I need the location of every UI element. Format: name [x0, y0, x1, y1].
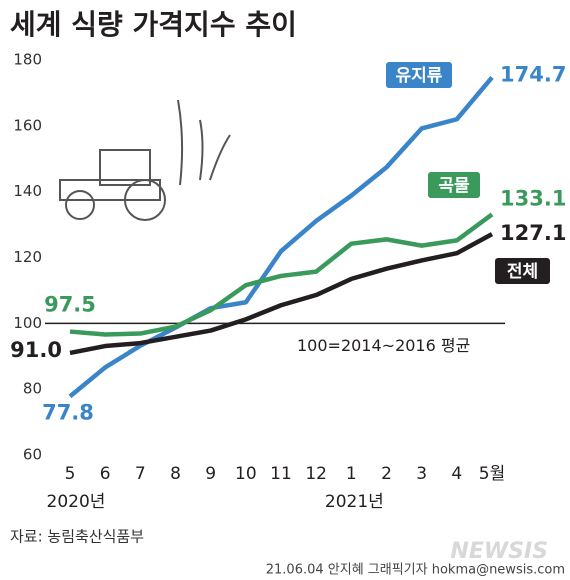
chart-title: 세계 식량 가격지수 추이 — [10, 8, 297, 41]
x-tick-label: 12 — [305, 464, 327, 484]
x-tick-label: 9 — [205, 464, 216, 484]
x-tick-label: 8 — [170, 464, 181, 484]
value-label: 174.7 — [500, 62, 566, 86]
x-tick-label: 5 — [65, 464, 76, 484]
credit: 21.06.04 안지혜 그래픽기자 hokma@newsis.com — [266, 563, 565, 578]
x-tick-label: 6 — [100, 464, 111, 484]
legend-box — [386, 62, 452, 88]
source: 자료: 농림축산식품부 — [10, 528, 144, 546]
value-label: 133.1 — [500, 186, 566, 210]
line — [69, 232, 494, 356]
y-tick-label: 120 — [13, 248, 42, 266]
x-tick-label: 4 — [451, 464, 462, 484]
tractor-wheel — [124, 179, 166, 221]
year-label: 2021년 — [325, 492, 384, 512]
watermark: NEWSIS — [450, 539, 548, 564]
x-tick-label: 10 — [235, 464, 257, 484]
reference-label: 100=2014~2016 평균 — [297, 336, 470, 355]
tractor-wheel — [65, 190, 95, 220]
value-label: 127.1 — [500, 221, 566, 245]
legend-label: 전체 — [507, 262, 538, 282]
y-tick-label: 180 — [13, 51, 42, 69]
x-tick-label: 11 — [270, 464, 292, 484]
line — [68, 75, 494, 399]
legend-label: 유지류 — [396, 66, 443, 86]
y-tick-label: 160 — [13, 116, 42, 134]
x-tick-label: 2 — [381, 464, 392, 484]
tractor-cab — [99, 149, 151, 186]
legend-box — [428, 172, 480, 198]
legend-box — [495, 258, 550, 284]
x-tick-label: 5월 — [479, 464, 505, 484]
y-tick-label: 60 — [23, 446, 42, 464]
value-label: 91.0 — [10, 338, 62, 362]
value-label: 77.8 — [42, 400, 94, 424]
x-tick-label: 7 — [135, 464, 146, 484]
x-tick-label: 1 — [346, 464, 357, 484]
reference-label-bg — [292, 330, 502, 361]
line — [69, 212, 494, 337]
illustration — [59, 99, 231, 221]
x-tick-label: 3 — [416, 464, 427, 484]
y-tick-label: 140 — [13, 182, 42, 200]
legend-label: 곡물 — [438, 176, 470, 196]
wheat — [177, 99, 231, 186]
y-tick-label: 80 — [23, 380, 42, 398]
y-tick-label: 100 — [13, 314, 42, 332]
year-label: 2020년 — [47, 492, 106, 512]
tractor-body — [59, 179, 161, 201]
value-label: 97.5 — [44, 293, 96, 317]
